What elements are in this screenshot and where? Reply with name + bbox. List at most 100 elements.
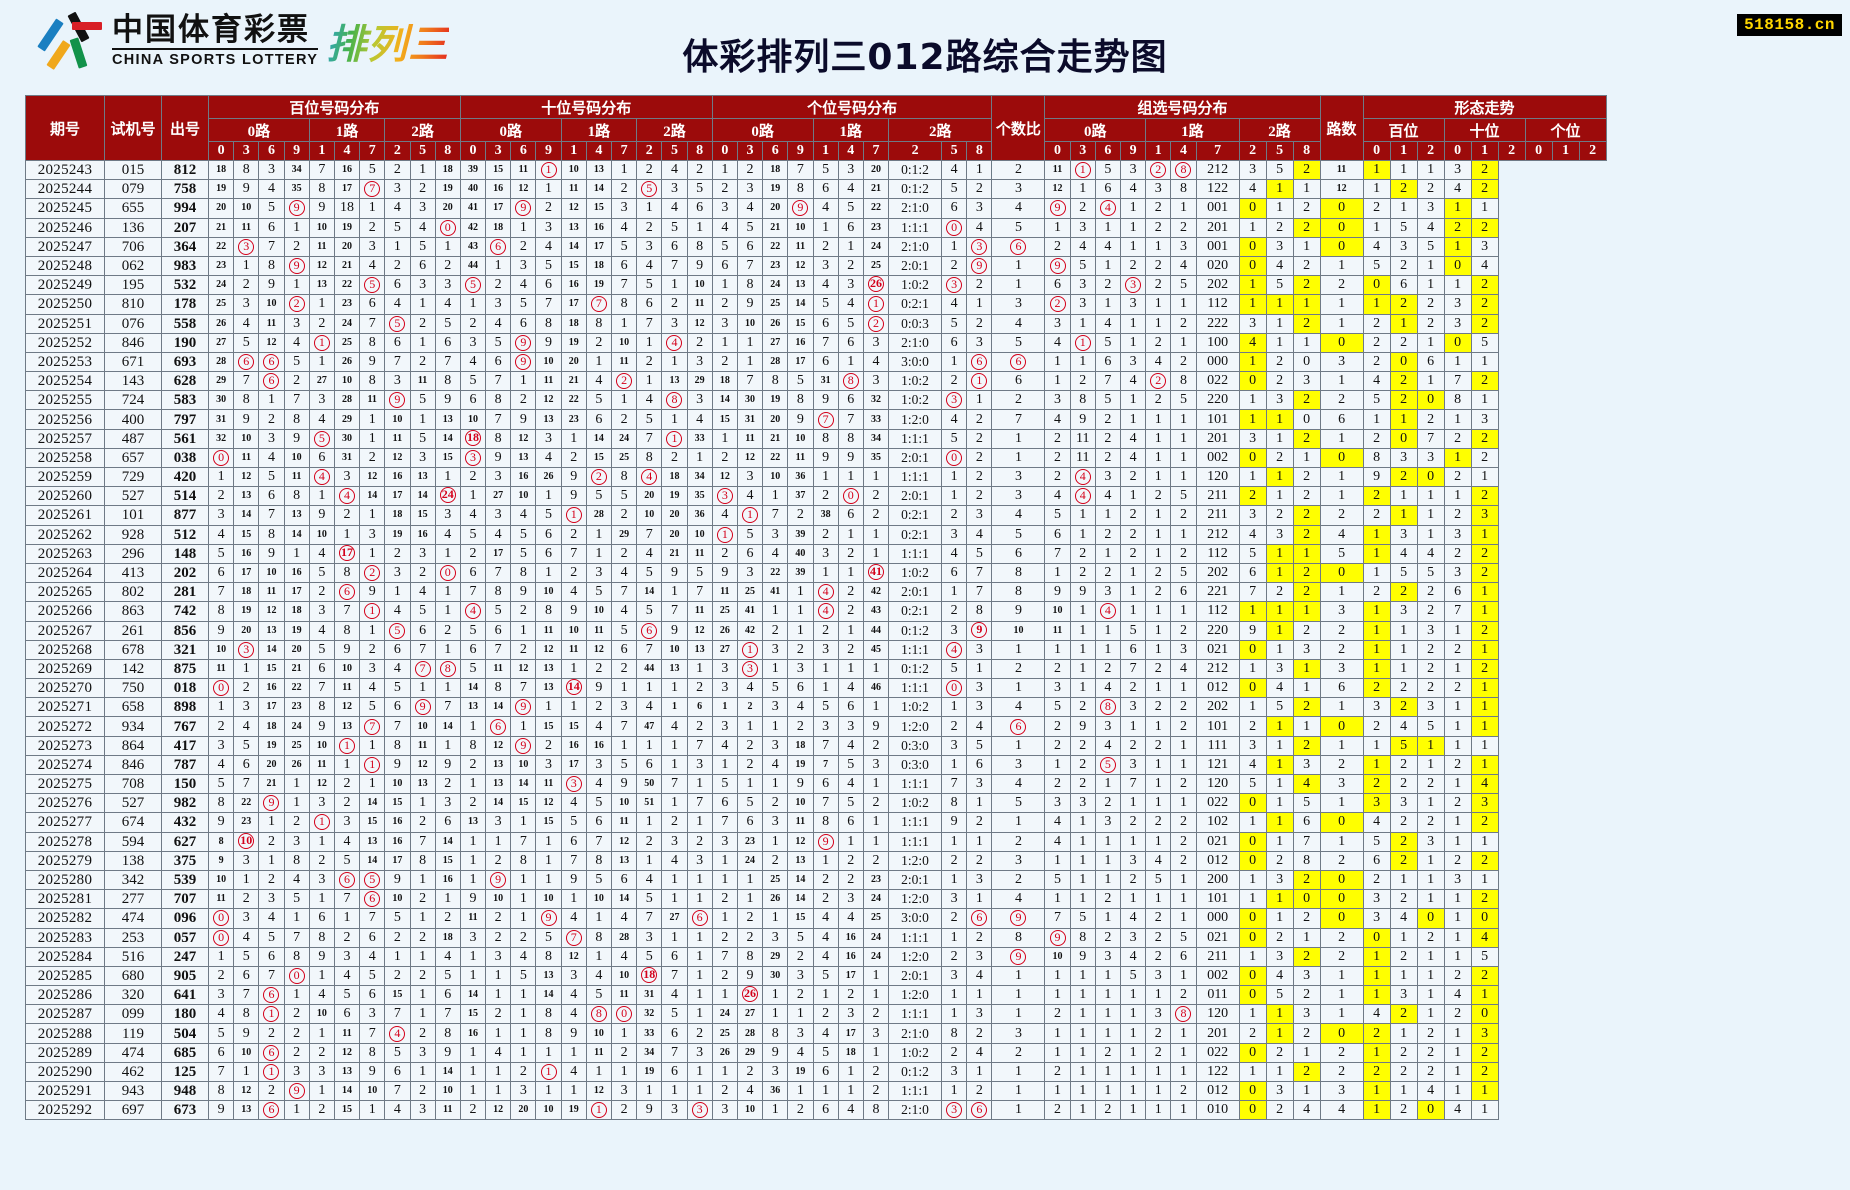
cell-position-count: 6 — [661, 1023, 688, 1044]
cell-position-count: 3 — [207, 735, 235, 756]
cell-position-count: 6 — [459, 639, 487, 660]
cell-group-count: 1 — [1069, 524, 1096, 545]
cell-group-count: 1 — [1145, 793, 1172, 814]
cell-position-count: 41 — [459, 198, 487, 219]
cell-pattern-count: 1 — [1265, 793, 1294, 814]
cell-position-count: 1 — [560, 889, 587, 910]
cell-position-count: 5 — [636, 275, 663, 296]
cell-pattern-count: 1 — [1362, 159, 1391, 181]
cell-pattern-count: 2 — [1238, 486, 1267, 507]
cell-pattern-count: 1 — [1319, 294, 1364, 315]
cell-pattern-count: 1 — [1416, 965, 1445, 987]
cell-position-count: 11 — [610, 351, 638, 373]
cell-position-count: 1 — [762, 601, 789, 622]
digit-header: 2 — [636, 141, 663, 161]
cell-position-count: 8 — [585, 1004, 613, 1025]
cell-group-count: 2 — [1145, 159, 1172, 181]
lane-header: 1路 — [1145, 118, 1240, 142]
cell-position-count: 1 — [762, 486, 789, 507]
cell-position-count: 8 — [535, 313, 562, 334]
cell-group-count: 1 — [1145, 773, 1172, 795]
cell-position-count: 6 — [258, 946, 285, 967]
cell-group-count: 1 — [991, 639, 1046, 660]
cell-pattern-count: 0 — [1238, 236, 1267, 257]
cell-group-count: 1 — [966, 889, 993, 910]
cell-group-count: 1 — [1119, 313, 1147, 334]
cell-position-count: 22 — [333, 275, 361, 296]
cell-group-count: 4 — [941, 294, 968, 315]
cell-group-count: 3 — [1069, 793, 1096, 814]
cell-pattern-count: 0 — [1443, 255, 1472, 277]
cell-pattern-count: 3 — [1265, 946, 1294, 967]
cell-position-count: 12 — [359, 466, 386, 488]
cell-group-count: 0 — [941, 678, 968, 699]
cell-position-count: 1 — [359, 620, 386, 641]
cell-group-count: 1 — [1069, 850, 1096, 871]
cell-trial-number: 474 — [104, 1042, 162, 1063]
cell-position-count: 1 — [459, 486, 487, 507]
cell-position-count: 31 — [812, 371, 839, 392]
cell-draw-number: 812 — [161, 159, 209, 181]
cell-position-count: 4 — [485, 1042, 512, 1063]
cell-position-count: 8 — [333, 620, 361, 641]
cell-pattern-count: 1 — [1265, 466, 1294, 488]
cell-position-count: 14 — [459, 678, 487, 699]
cell-position-count: 3 — [333, 466, 361, 488]
cell-count-ratio: 0:1:2 — [888, 179, 943, 200]
cell-position-count: 10 — [308, 524, 335, 545]
cell-pattern-count: 2 — [1292, 466, 1321, 488]
cell-count-ratio: 0:1:2 — [888, 1061, 943, 1083]
cell-position-count: 9 — [308, 716, 335, 737]
table-row: 2025280 342 539 10 1 2 4 3 6 5 9 1 16 1 9 1 1 9 5 6 4 1 1 1 1 25 1… — [25, 869, 1607, 891]
cell-group-count: 1 — [1094, 294, 1122, 315]
cell-position-count: 6 — [308, 447, 335, 469]
cell-trial-number: 750 — [104, 678, 162, 699]
cell-position-count: 6 — [308, 658, 335, 680]
cell-position-count: 7 — [434, 697, 461, 718]
cell-position-count: 3 — [661, 313, 688, 334]
cell-position-count: 8 — [762, 1023, 789, 1044]
product-name: 排列三 — [326, 12, 449, 70]
brand-name-en: CHINA SPORTS LOTTERY — [112, 47, 319, 68]
cell-position-count: 4 — [510, 275, 537, 296]
cell-group-count: 1 — [991, 678, 1046, 699]
cell-position-count: 2 — [686, 678, 713, 699]
cell-position-count: 1 — [283, 543, 310, 564]
cell-pattern-count: 1 — [1443, 946, 1472, 967]
cell-position-count: 8 — [207, 793, 235, 814]
cell-group-count: 5 — [1069, 255, 1096, 277]
cell-period: 2025271 — [25, 697, 105, 718]
cell-group-count: 1 — [1145, 505, 1172, 526]
cell-group-count: 2 — [1145, 255, 1172, 277]
cell-pattern-count: 2 — [1389, 371, 1418, 392]
cell-group-count: 4 — [966, 965, 993, 987]
cell-position-count: 1 — [233, 869, 260, 891]
cell-pattern-count: 1 — [1416, 332, 1445, 353]
cell-pattern-count: 4 — [1238, 754, 1267, 776]
cell-position-count: 5 — [510, 294, 537, 315]
cell-pattern-count: 0 — [1319, 217, 1364, 238]
cell-position-count: 5 — [736, 524, 764, 545]
cell-pattern-count: 2 — [1416, 582, 1445, 603]
cell-position-count: 2 — [610, 1100, 638, 1121]
cell-position-count: 1 — [862, 466, 890, 488]
cell-group-count: 1 — [1119, 236, 1147, 257]
cell-draw-number: 693 — [161, 351, 209, 373]
cell-position-count: 4 — [661, 985, 688, 1006]
cell-pattern-count: 1 — [1238, 1004, 1267, 1025]
cell-group-count: 2 — [1145, 658, 1172, 680]
cell-position-count: 3 — [359, 236, 386, 257]
table-row: 2025273 864 417 3 5 19 25 10 1 1 8 11 1 8 12 9 2 16 16 1 1 1 7… — [25, 735, 1607, 756]
cell-position-count: 5 — [258, 927, 285, 948]
cell-group-count: 1 — [941, 927, 968, 948]
cell-pattern-count: 2 — [1238, 1023, 1267, 1044]
cell-position-count: 13 — [787, 850, 814, 871]
cell-trial-number: 076 — [104, 313, 162, 334]
cell-pattern-count: 2 — [1470, 1061, 1499, 1083]
cell-pattern-count: 8 — [1292, 850, 1321, 871]
cell-trial-number: 934 — [104, 716, 162, 737]
cell-position-count: 8 — [283, 850, 310, 871]
cell-position-count: 1 — [686, 965, 713, 987]
group-header: 百位号码分布 — [208, 95, 461, 119]
cell-group-count: 6 — [1094, 351, 1122, 373]
